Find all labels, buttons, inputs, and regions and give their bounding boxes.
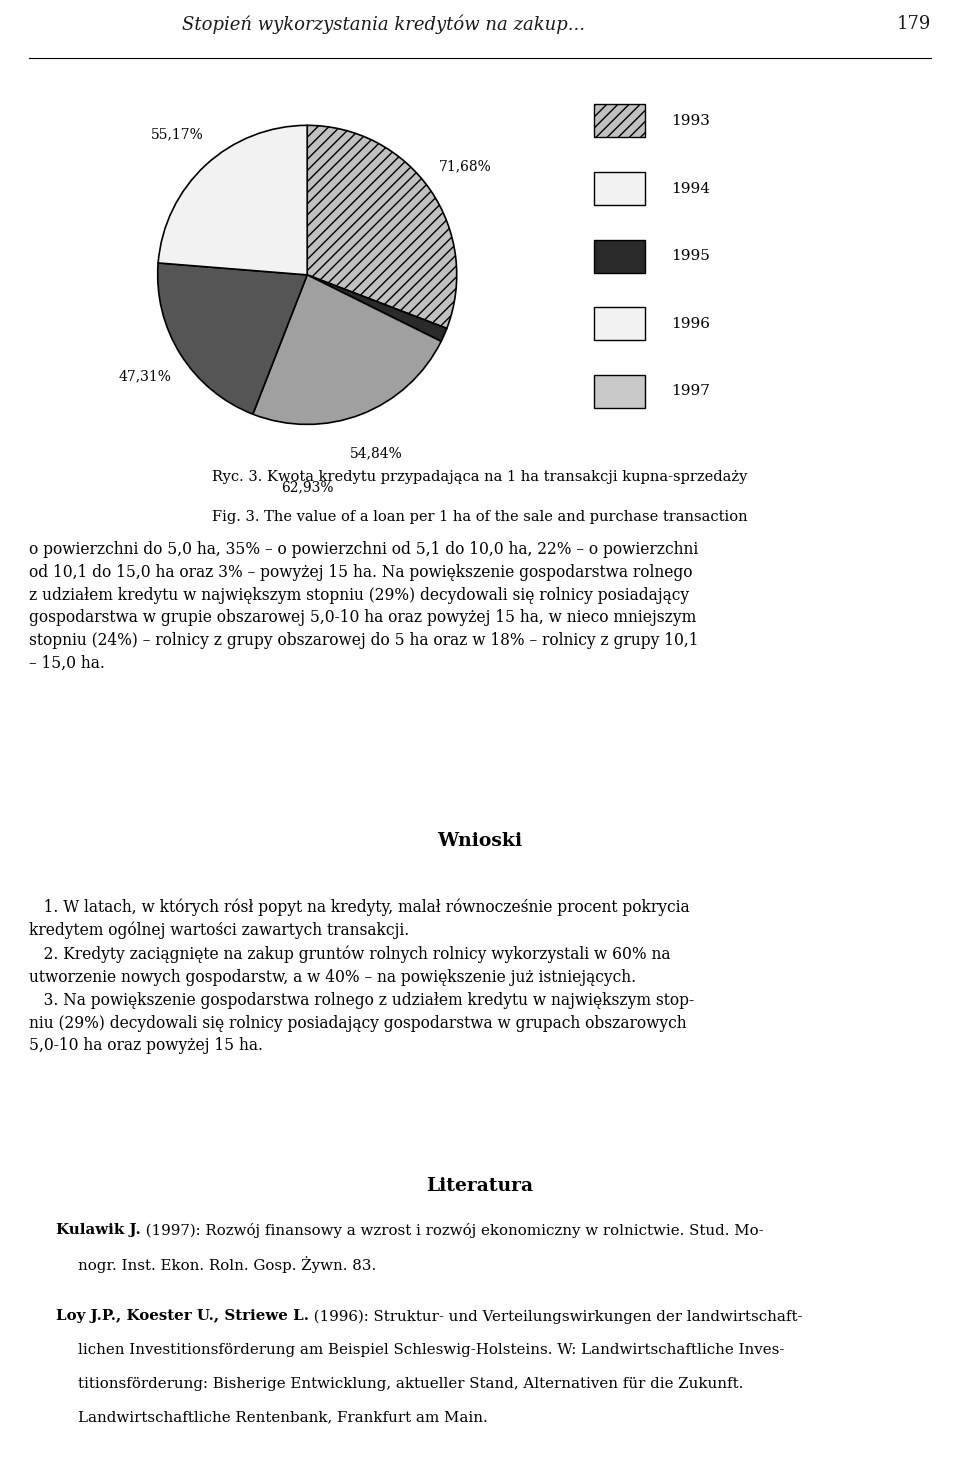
Text: 1994: 1994: [671, 182, 709, 195]
Text: 1997: 1997: [671, 384, 709, 399]
Text: 47,31%: 47,31%: [118, 369, 172, 384]
Text: 1993: 1993: [671, 114, 709, 128]
Text: (1996): Struktur- und Verteilungswirkungen der landwirtschaft-: (1996): Struktur- und Verteilungswirkung…: [309, 1309, 803, 1324]
Wedge shape: [307, 276, 446, 342]
Bar: [594, 375, 645, 408]
Wedge shape: [157, 262, 307, 415]
Text: 71,68%: 71,68%: [439, 160, 492, 173]
Text: Fig. 3. The value of a loan per 1 ha of the sale and purchase transaction: Fig. 3. The value of a loan per 1 ha of …: [212, 510, 748, 525]
Bar: [594, 308, 645, 340]
Text: Landwirtschaftliche Rentenbank, Frankfurt am Main.: Landwirtschaftliche Rentenbank, Frankfur…: [79, 1410, 489, 1425]
Text: Kulawik J.: Kulawik J.: [56, 1223, 140, 1237]
Text: (1997): Rozwój finansowy a wzrost i rozwój ekonomiczny w rolnictwie. Stud. Mo-: (1997): Rozwój finansowy a wzrost i rozw…: [140, 1223, 763, 1237]
Text: Loy J.P., Koester U., Striewe L.: Loy J.P., Koester U., Striewe L.: [56, 1309, 309, 1324]
Text: 62,93%: 62,93%: [281, 481, 333, 494]
Text: lichen Investitionsförderung am Beispiel Schleswig-Holsteins. W: Landwirtschaftl: lichen Investitionsförderung am Beispiel…: [79, 1343, 785, 1358]
Text: 1. W latach, w których rósł popyt na kredyty, malał równocześnie procent pokryci: 1. W latach, w których rósł popyt na kre…: [29, 899, 694, 1054]
Bar: [594, 239, 645, 273]
Text: 55,17%: 55,17%: [151, 128, 204, 141]
Text: Wnioski: Wnioski: [438, 831, 522, 849]
Text: 1996: 1996: [671, 317, 709, 331]
Wedge shape: [158, 125, 307, 276]
Text: o powierzchni do 5,0 ha, 35% – o powierzchni od 5,1 do 10,0 ha, 22% – o powierzc: o powierzchni do 5,0 ha, 35% – o powierz…: [29, 541, 698, 671]
Text: 54,84%: 54,84%: [349, 447, 402, 460]
Text: Literatura: Literatura: [426, 1177, 534, 1195]
Text: 179: 179: [897, 15, 931, 34]
Text: 1995: 1995: [671, 249, 709, 264]
Text: Ryc. 3. Kwota kredytu przypadająca na 1 ha transakcji kupna-sprzedaży: Ryc. 3. Kwota kredytu przypadająca na 1 …: [212, 471, 748, 484]
Bar: [594, 104, 645, 138]
Bar: [594, 172, 645, 205]
Wedge shape: [252, 276, 442, 424]
Text: titionsförderung: Bisherige Entwicklung, aktueller Stand, Alternativen für die Z: titionsförderung: Bisherige Entwicklung,…: [79, 1377, 744, 1391]
Wedge shape: [307, 125, 457, 328]
Text: Stopień wykorzystania kredytów na zakup...: Stopień wykorzystania kredytów na zakup.…: [182, 15, 586, 34]
Text: nogr. Inst. Ekon. Roln. Gosp. Żywn. 83.: nogr. Inst. Ekon. Roln. Gosp. Żywn. 83.: [79, 1256, 376, 1272]
